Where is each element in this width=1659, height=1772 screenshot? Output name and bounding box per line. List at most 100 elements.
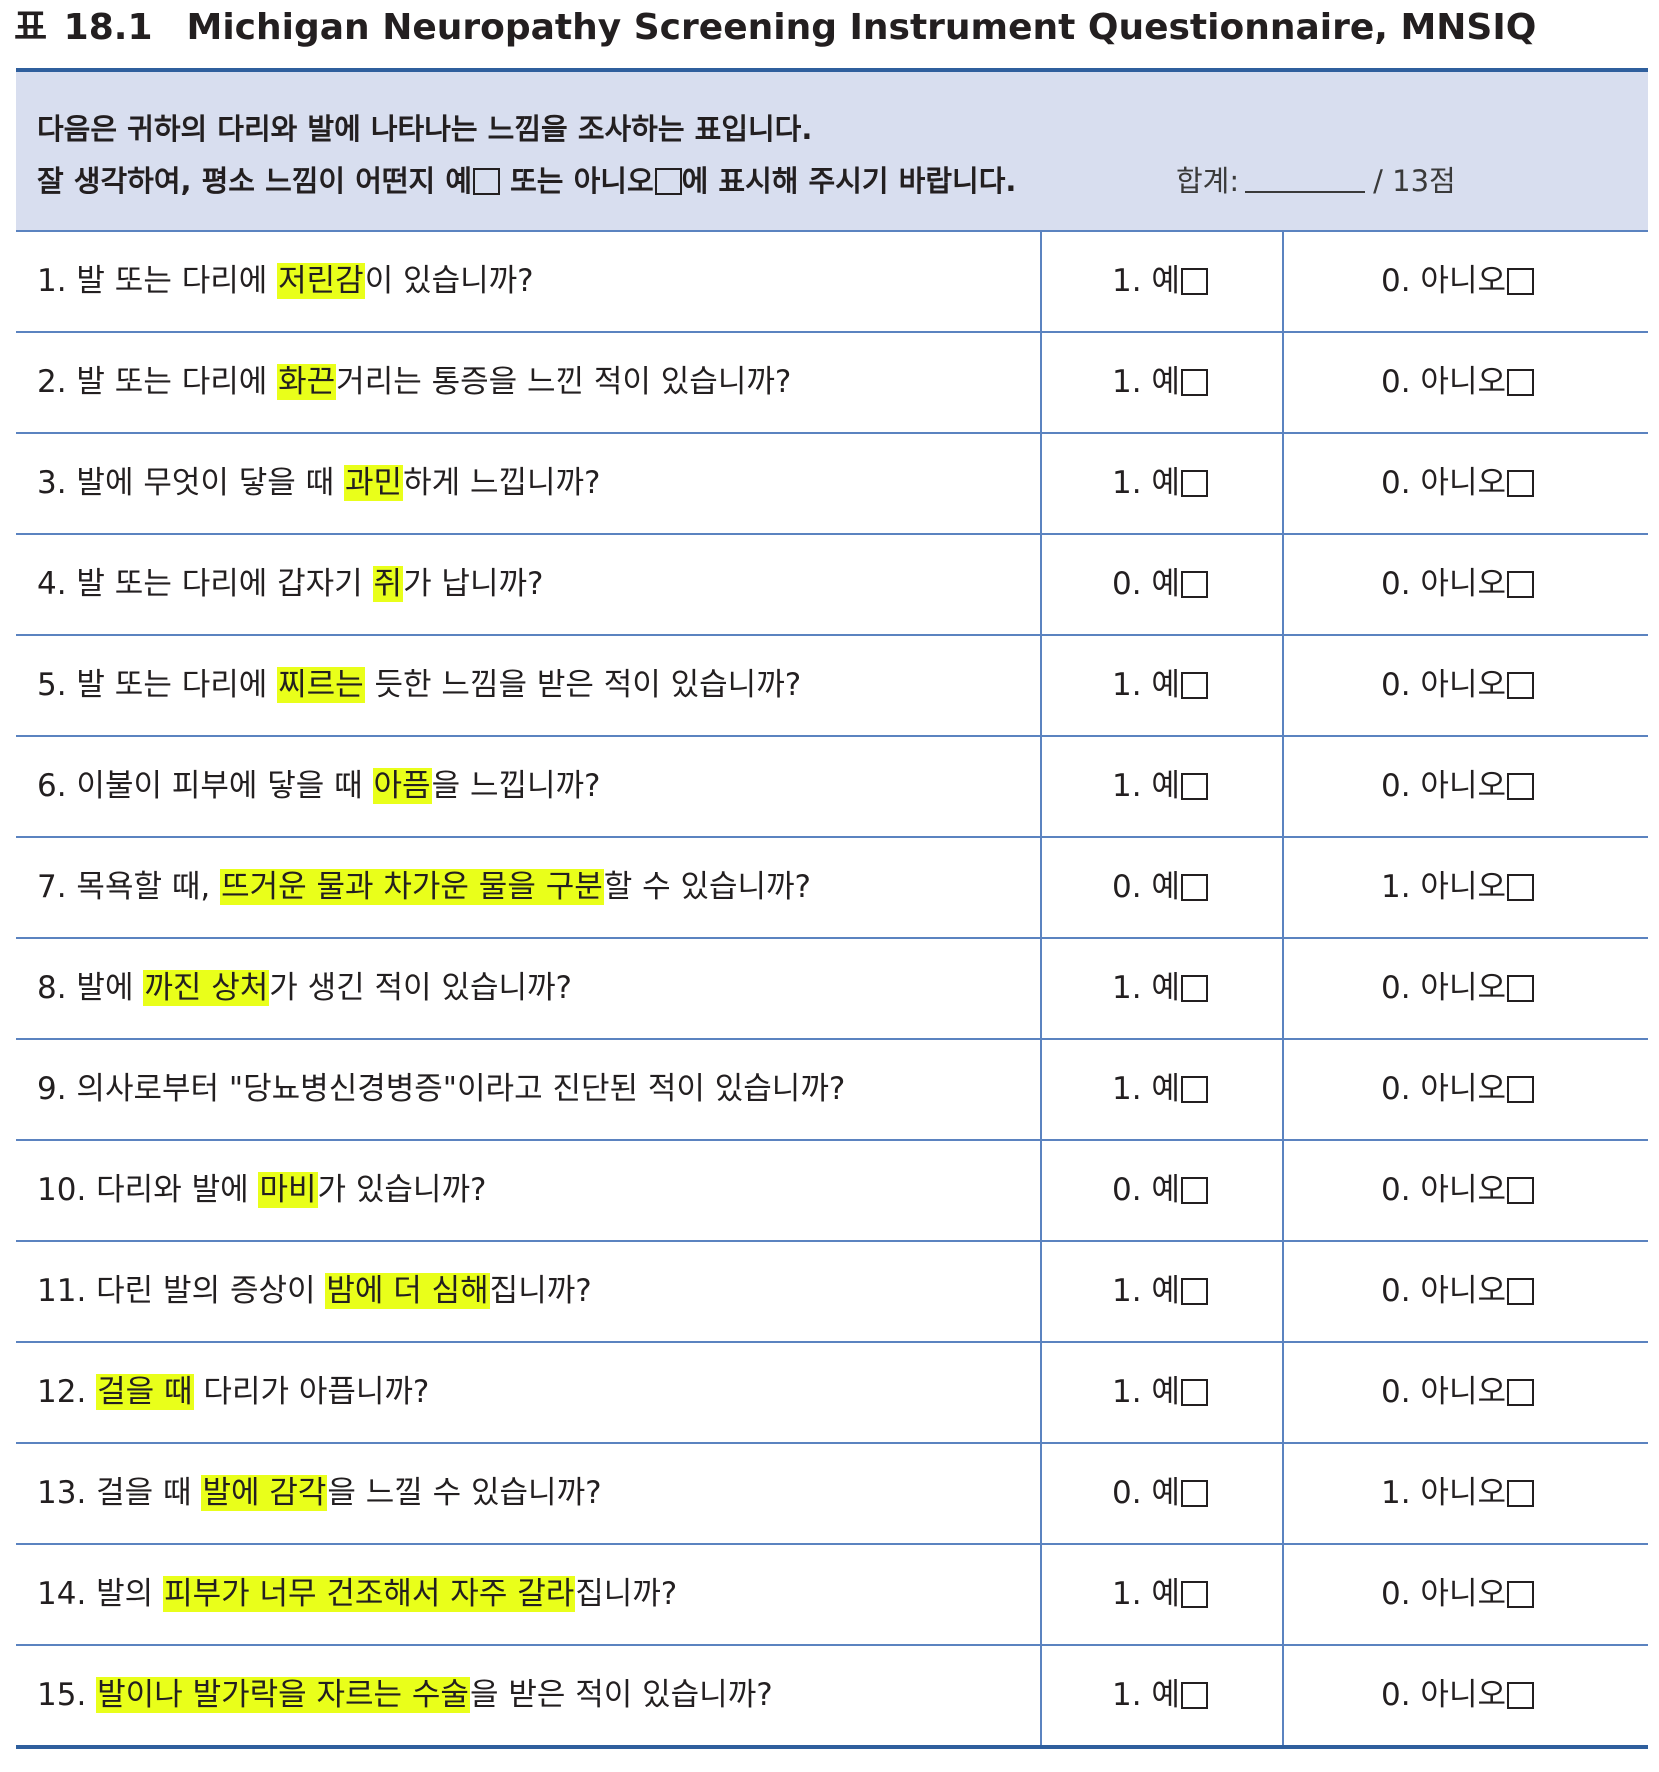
no-option[interactable]: 0. 아니오 [1381, 333, 1534, 432]
instruction-text-b: 또는 아니오 [500, 164, 654, 198]
yes-option[interactable]: 1. 예 [1112, 434, 1208, 533]
yes-checkbox[interactable] [1180, 874, 1208, 901]
yes-checkbox[interactable] [1180, 1480, 1208, 1507]
yes-option[interactable]: 1. 예 [1112, 1545, 1208, 1644]
no-option[interactable]: 0. 아니오 [1381, 636, 1534, 735]
yes-checkbox[interactable] [1180, 1379, 1208, 1406]
no-checkbox[interactable] [1507, 672, 1534, 699]
yes-option[interactable]: 1. 예 [1112, 939, 1208, 1038]
yes-label: 1. 예 [1112, 768, 1180, 804]
question-row: 15. 발이나 발가락을 자르는 수술을 받은 적이 있습니까? 1. 예 0. 아… [16, 1646, 1648, 1749]
no-option[interactable]: 0. 아니오 [1381, 434, 1534, 533]
no-checkbox[interactable] [1507, 1581, 1534, 1608]
no-label: 1. 아니오 [1381, 869, 1506, 905]
question-text-post: 가 납니까? [403, 566, 544, 602]
yes-option[interactable]: 1. 예 [1112, 1343, 1208, 1442]
yes-checkbox[interactable] [1180, 1278, 1208, 1305]
no-option[interactable]: 0. 아니오 [1381, 1040, 1534, 1139]
total-blank-field[interactable] [1245, 163, 1366, 193]
yes-option[interactable]: 1. 예 [1112, 1646, 1208, 1745]
no-checkbox[interactable] [1507, 1682, 1534, 1709]
question-text: 14. 발의 피부가 너무 건조해서 자주 갈라집니까? [37, 1545, 677, 1644]
no-option[interactable]: 0. 아니오 [1381, 232, 1534, 331]
yes-option[interactable]: 0. 예 [1112, 838, 1208, 937]
no-option[interactable]: 0. 아니오 [1381, 1343, 1534, 1442]
question-text: 5. 발 또는 다리에 찌르는 듯한 느낌을 받은 적이 있습니까? [37, 636, 801, 735]
yes-option[interactable]: 1. 예 [1112, 636, 1208, 735]
no-checkbox[interactable] [1507, 975, 1534, 1002]
no-option[interactable]: 0. 아니오 [1381, 1141, 1534, 1240]
yes-option[interactable]: 1. 예 [1112, 737, 1208, 836]
yes-checkbox[interactable] [1180, 1682, 1208, 1709]
question-row: 1. 발 또는 다리에 저린감이 있습니까? 1. 예 0. 아니오 [16, 232, 1648, 333]
question-text-post: 집니까? [489, 1273, 592, 1309]
yes-checkbox[interactable] [1180, 1076, 1208, 1103]
yes-checkbox[interactable] [1180, 672, 1208, 699]
no-checkbox[interactable] [1507, 1278, 1534, 1305]
no-option[interactable]: 0. 아니오 [1381, 939, 1534, 1038]
no-label: 0. 아니오 [1381, 1273, 1506, 1309]
no-checkbox[interactable] [1507, 1480, 1534, 1507]
yes-option[interactable]: 0. 예 [1112, 535, 1208, 634]
no-checkbox[interactable] [1507, 874, 1534, 901]
no-option[interactable]: 0. 아니오 [1381, 737, 1534, 836]
yes-checkbox[interactable] [1180, 773, 1208, 800]
no-checkbox[interactable] [1507, 470, 1534, 497]
no-option[interactable]: 0. 아니오 [1381, 1646, 1534, 1745]
yes-checkbox[interactable] [1180, 470, 1208, 497]
yes-label: 1. 예 [1112, 1374, 1180, 1410]
no-label: 0. 아니오 [1381, 667, 1506, 703]
yes-checkbox[interactable] [1180, 268, 1208, 295]
yes-label: 1. 예 [1112, 1576, 1180, 1612]
no-option[interactable]: 0. 아니오 [1381, 1545, 1534, 1644]
table-title-text: Michigan Neuropathy Screening Instrument… [186, 7, 1537, 48]
no-option[interactable]: 0. 아니오 [1381, 535, 1534, 634]
yes-checkbox[interactable] [1180, 369, 1208, 396]
question-text-post: 을 받은 적이 있습니까? [469, 1677, 773, 1713]
yes-option[interactable]: 0. 예 [1112, 1444, 1208, 1543]
yes-option[interactable]: 1. 예 [1112, 333, 1208, 432]
question-text-post: 을 느낄 수 있습니까? [327, 1475, 602, 1511]
question-text-post: 을 느낍니까? [431, 768, 601, 804]
no-checkbox[interactable] [1507, 369, 1534, 396]
yes-option[interactable]: 0. 예 [1112, 1141, 1208, 1240]
question-row: 2. 발 또는 다리에 화끈거리는 통증을 느낀 적이 있습니까? 1. 예 0. … [16, 333, 1648, 434]
yes-option[interactable]: 1. 예 [1112, 1242, 1208, 1341]
yes-option[interactable]: 1. 예 [1112, 1040, 1208, 1139]
no-option[interactable]: 1. 아니오 [1381, 1444, 1534, 1543]
yes-checkbox[interactable] [1180, 975, 1208, 1002]
yes-checkbox[interactable] [1180, 571, 1208, 598]
no-checkbox[interactable] [1507, 1177, 1534, 1204]
question-text: 6. 이불이 피부에 닿을 때 아픔을 느낍니까? [37, 737, 601, 836]
question-row: 13. 걸을 때 발에 감각을 느낄 수 있습니까? 0. 예 1. 아니오 [16, 1444, 1648, 1545]
no-checkbox[interactable] [1507, 773, 1534, 800]
question-row: 11. 다린 발의 증상이 밤에 더 심해집니까? 1. 예 0. 아니오 [16, 1242, 1648, 1343]
column-divider [1282, 1343, 1284, 1442]
column-divider [1282, 1545, 1284, 1644]
no-checkbox[interactable] [1507, 1076, 1534, 1103]
question-highlight: 밤에 더 심해 [325, 1273, 490, 1309]
question-highlight: 찌르는 [277, 667, 365, 703]
yes-checkbox[interactable] [1180, 1581, 1208, 1608]
question-table: 1. 발 또는 다리에 저린감이 있습니까? 1. 예 0. 아니오 2. 발 또는 … [16, 232, 1648, 1749]
question-highlight: 화끈 [277, 364, 337, 400]
yes-checkbox[interactable] [1180, 1177, 1208, 1204]
no-option[interactable]: 0. 아니오 [1381, 1242, 1534, 1341]
column-divider [1040, 1343, 1042, 1442]
no-option[interactable]: 1. 아니오 [1381, 838, 1534, 937]
yes-option[interactable]: 1. 예 [1112, 232, 1208, 331]
question-highlight: 발이나 발가락을 자르는 수술 [96, 1677, 470, 1713]
question-text-pre: 14. 발의 [37, 1576, 164, 1612]
no-label: 0. 아니오 [1381, 768, 1506, 804]
question-row: 5. 발 또는 다리에 찌르는 듯한 느낌을 받은 적이 있습니까? 1. 예 0.… [16, 636, 1648, 737]
column-divider [1040, 1141, 1042, 1240]
question-text-pre: 13. 걸을 때 [37, 1475, 202, 1511]
yes-label: 1. 예 [1112, 1071, 1180, 1107]
no-checkbox[interactable] [1507, 571, 1534, 598]
no-label: 0. 아니오 [1381, 1071, 1506, 1107]
no-checkbox[interactable] [1507, 268, 1534, 295]
column-divider [1282, 636, 1284, 735]
no-checkbox[interactable] [1507, 1379, 1534, 1406]
yes-label: 1. 예 [1112, 1677, 1180, 1713]
no-label: 0. 아니오 [1381, 1677, 1506, 1713]
